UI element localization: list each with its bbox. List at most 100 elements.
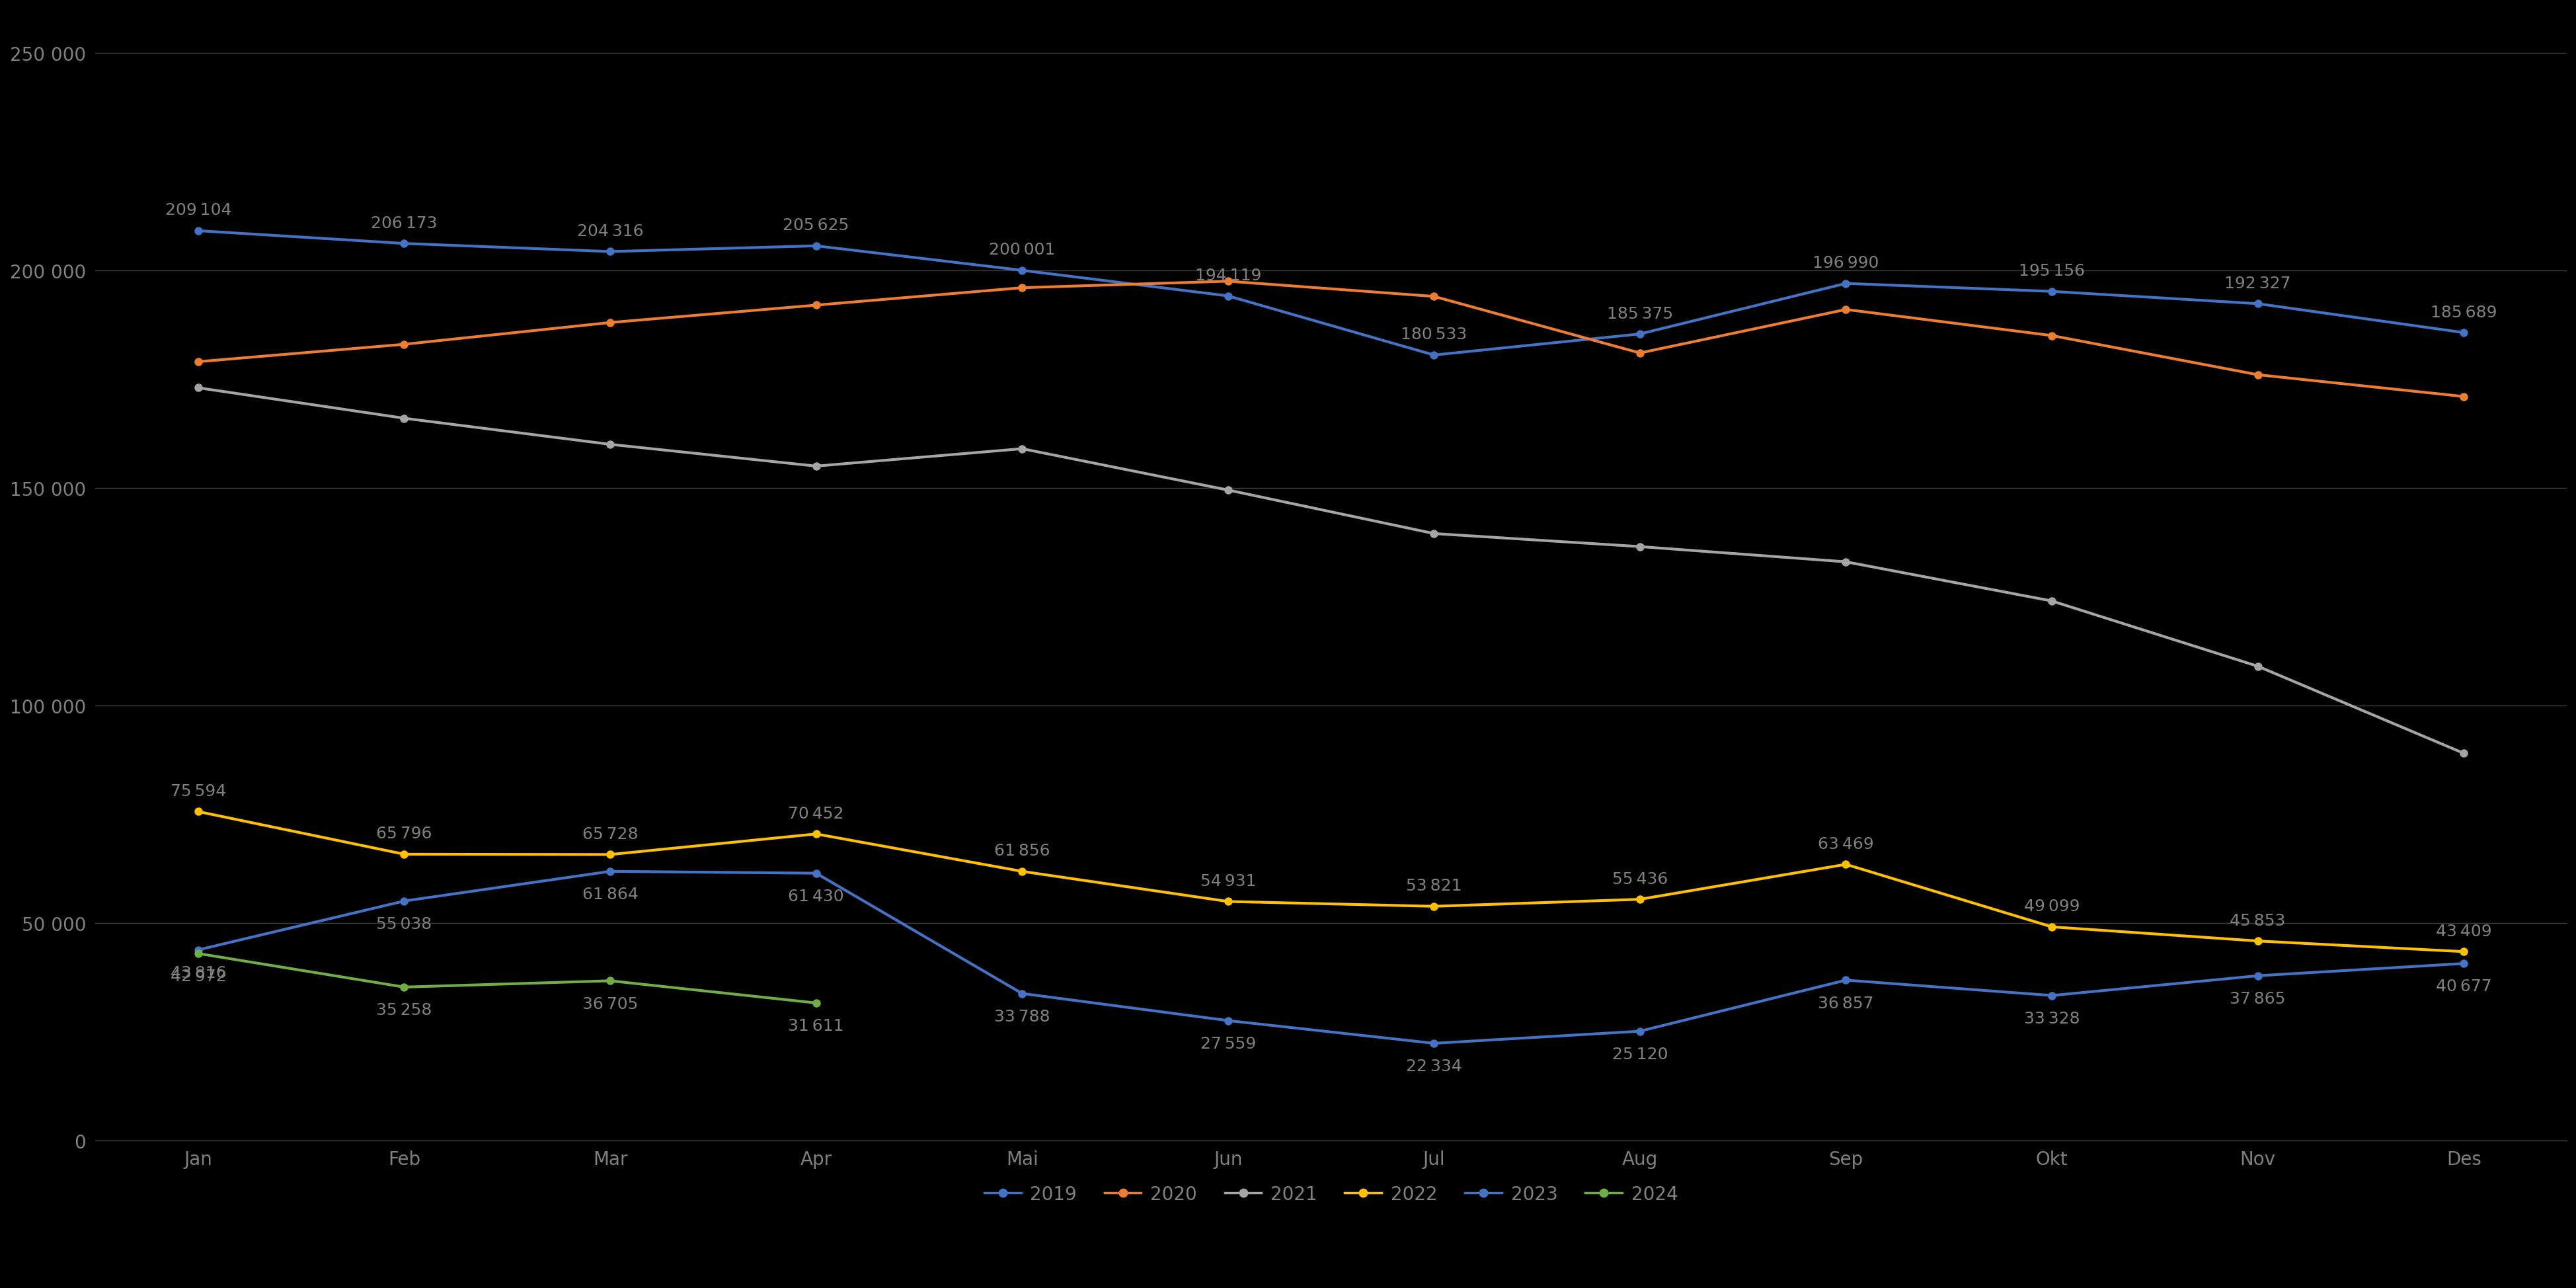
2022	[2241, 934, 2272, 949]
2023	[389, 894, 420, 909]
2024	[801, 996, 832, 1011]
2021	[2035, 594, 2066, 609]
Text: 42 972: 42 972	[170, 969, 227, 984]
2022	[2447, 944, 2478, 960]
2021	[1623, 540, 1654, 555]
Line: 2024: 2024	[193, 949, 819, 1007]
Text: 55 038: 55 038	[376, 916, 433, 931]
2020	[1419, 290, 1450, 305]
2023	[183, 943, 214, 958]
Text: 25 120: 25 120	[1613, 1046, 1667, 1061]
2022	[801, 827, 832, 842]
Text: 63 469: 63 469	[1819, 836, 1873, 851]
2021	[1007, 442, 1038, 457]
2023	[595, 864, 626, 880]
Line: 2019: 2019	[193, 227, 2468, 359]
Text: 40 677: 40 677	[2434, 979, 2491, 994]
2019	[1213, 289, 1244, 304]
2023	[2447, 956, 2478, 971]
2021	[1829, 554, 1860, 569]
2023	[1213, 1012, 1244, 1028]
2019	[1623, 327, 1654, 343]
Text: 61 864: 61 864	[582, 886, 639, 902]
Text: 194 119: 194 119	[1195, 268, 1260, 283]
Text: 204 316: 204 316	[577, 223, 644, 240]
2022	[183, 804, 214, 819]
2023	[1419, 1036, 1450, 1051]
Text: 45 853: 45 853	[2228, 912, 2285, 929]
Text: 70 452: 70 452	[788, 805, 845, 822]
2020	[801, 298, 832, 313]
2023	[1007, 985, 1038, 1001]
2021	[801, 459, 832, 474]
Text: 33 328: 33 328	[2022, 1010, 2079, 1027]
2022	[595, 848, 626, 863]
Line: 2021: 2021	[193, 384, 2468, 757]
2022	[2035, 920, 2066, 935]
2024	[183, 945, 214, 961]
2022	[1829, 857, 1860, 872]
Text: 36 857: 36 857	[1819, 994, 1873, 1011]
2023	[1623, 1024, 1654, 1039]
Text: 185 689: 185 689	[2429, 304, 2496, 321]
2020	[1007, 281, 1038, 296]
Text: 53 821: 53 821	[1406, 878, 1461, 894]
2022	[1213, 894, 1244, 909]
2020	[2241, 367, 2272, 383]
Text: 205 625: 205 625	[783, 218, 850, 233]
Line: 2023: 2023	[193, 867, 2468, 1047]
2021	[1213, 483, 1244, 498]
2020	[389, 337, 420, 353]
2020	[183, 354, 214, 370]
2021	[595, 437, 626, 452]
2022	[389, 846, 420, 862]
2021	[183, 380, 214, 395]
Text: 75 594: 75 594	[170, 783, 227, 799]
2024	[595, 974, 626, 989]
2020	[595, 316, 626, 331]
Text: 54 931: 54 931	[1200, 873, 1255, 889]
2022	[1419, 899, 1450, 914]
2021	[2241, 659, 2272, 675]
Text: 65 728: 65 728	[582, 826, 639, 842]
2019	[1419, 348, 1450, 363]
2021	[1419, 527, 1450, 542]
Text: 49 099: 49 099	[2022, 898, 2079, 914]
Text: 35 258: 35 258	[376, 1002, 433, 1018]
2019	[2241, 296, 2272, 312]
2019	[1007, 263, 1038, 278]
Text: 36 705: 36 705	[582, 996, 639, 1011]
2023	[2035, 988, 2066, 1003]
2021	[389, 411, 420, 426]
Text: 209 104: 209 104	[165, 202, 232, 219]
2019	[1829, 276, 1860, 291]
2020	[1623, 345, 1654, 361]
Text: 65 796: 65 796	[376, 826, 433, 841]
2023	[1829, 972, 1860, 988]
2019	[2447, 326, 2478, 341]
Text: 37 865: 37 865	[2228, 990, 2285, 1006]
Text: 33 788: 33 788	[994, 1009, 1051, 1024]
Text: 27 559: 27 559	[1200, 1036, 1255, 1051]
2021	[2447, 746, 2478, 761]
Text: 61 430: 61 430	[788, 889, 845, 904]
2023	[801, 866, 832, 881]
2019	[183, 224, 214, 240]
Text: 180 533: 180 533	[1401, 327, 1466, 343]
Text: 22 334: 22 334	[1406, 1059, 1461, 1074]
Text: 31 611: 31 611	[788, 1018, 845, 1034]
Text: 185 375: 185 375	[1607, 305, 1672, 322]
Legend: 2019, 2020, 2021, 2022, 2023, 2024: 2019, 2020, 2021, 2022, 2023, 2024	[976, 1177, 1685, 1211]
Text: 196 990: 196 990	[1814, 255, 1878, 270]
Text: 195 156: 195 156	[2017, 263, 2084, 279]
2022	[1623, 891, 1654, 907]
2019	[389, 236, 420, 251]
2019	[801, 238, 832, 254]
Text: 206 173: 206 173	[371, 215, 438, 231]
2022	[1007, 864, 1038, 880]
2020	[2035, 328, 2066, 344]
2020	[1213, 274, 1244, 290]
Line: 2022: 2022	[193, 808, 2468, 956]
2019	[595, 245, 626, 260]
Line: 2020: 2020	[193, 278, 2468, 401]
